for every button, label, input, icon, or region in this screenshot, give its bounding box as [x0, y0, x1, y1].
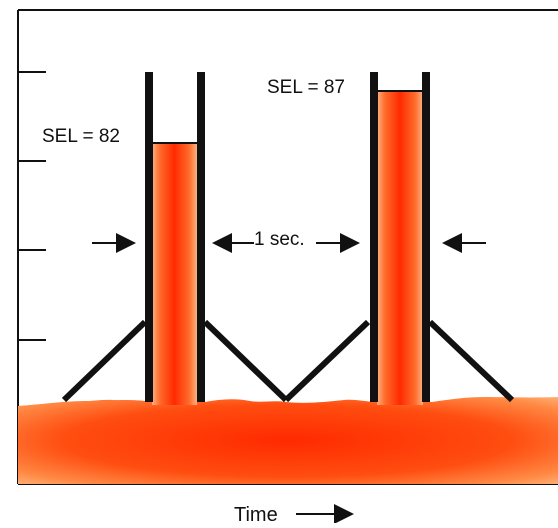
time-axis-label: Time: [234, 504, 278, 523]
event-1-left-ramp: [61, 319, 148, 403]
event-2-fill: [377, 91, 423, 405]
event-2-left-ramp: [283, 319, 371, 403]
event-1-right-ramp: [202, 319, 289, 403]
interval-label: 1 sec.: [254, 229, 305, 250]
event-2-right-ramp: [427, 319, 515, 403]
sel-1-label: SEL = 82: [42, 126, 120, 147]
event-1-fill: [152, 143, 197, 405]
baseline-floor: [18, 397, 558, 484]
sel-2-label: SEL = 87: [267, 77, 345, 98]
